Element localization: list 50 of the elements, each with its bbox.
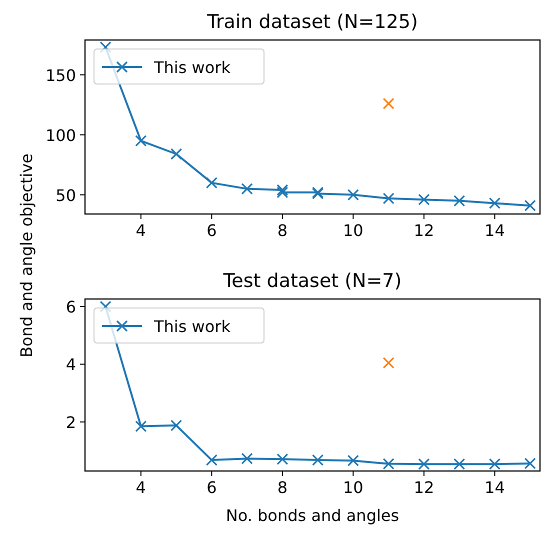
point [524, 200, 536, 212]
x-tick-label: 12 [414, 221, 434, 240]
x-tick-label: 14 [484, 221, 505, 240]
point [241, 183, 253, 195]
point [276, 184, 288, 196]
point [454, 458, 466, 470]
point [488, 197, 501, 209]
x-tick-label: 4 [136, 478, 146, 497]
y-tick-label: 6 [66, 298, 76, 317]
point [454, 195, 466, 207]
y-tick-label: 4 [66, 355, 76, 374]
y-axis-title: Bond and angle objective [17, 154, 36, 358]
y-tick-label: 150 [45, 66, 76, 85]
legend-label: This work [153, 317, 232, 336]
point [418, 458, 430, 470]
point [135, 135, 147, 147]
y-tick-label: 50 [56, 186, 76, 205]
point [135, 420, 147, 432]
y-tick-label: 2 [66, 412, 76, 432]
x-tick-label: 6 [206, 478, 217, 497]
point [488, 458, 501, 470]
x-tick-label: 12 [414, 478, 434, 497]
point [382, 192, 394, 204]
x-tick-label: 8 [277, 221, 288, 240]
point [241, 452, 253, 464]
y-tick-label: 100 [45, 126, 76, 145]
point [276, 186, 288, 198]
chart-title: Train dataset (N=125) [206, 11, 418, 33]
chart-title: Test dataset (N=7) [222, 270, 402, 292]
point [418, 194, 430, 206]
x-tick-label: 10 [343, 221, 364, 240]
x-tick-label: 4 [136, 221, 146, 240]
x-tick-label: 14 [484, 478, 505, 497]
point [276, 453, 288, 465]
point [170, 148, 182, 160]
point [347, 454, 359, 466]
point [382, 98, 394, 110]
x-tick-label: 10 [343, 478, 364, 497]
point [206, 177, 218, 189]
x-axis-title: No. bonds and angles [226, 506, 400, 525]
x-tick-label: 8 [277, 478, 288, 497]
point [382, 458, 394, 470]
point [312, 454, 324, 466]
point [524, 458, 536, 470]
legend-label: This work [153, 58, 232, 77]
point [382, 356, 394, 369]
point [206, 454, 218, 466]
point [170, 420, 182, 432]
point [347, 189, 359, 201]
x-tick-label: 6 [206, 221, 217, 240]
